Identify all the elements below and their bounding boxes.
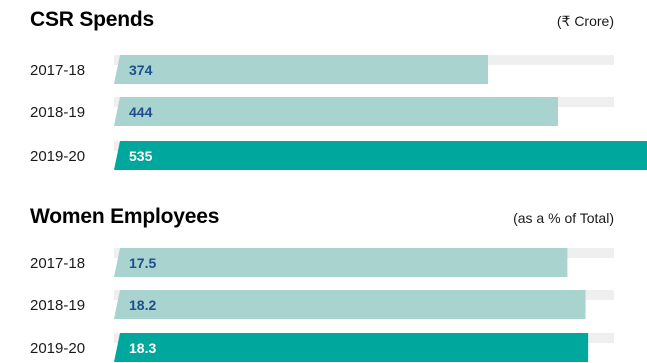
bar [114,333,589,362]
bar [114,97,558,126]
category-label: 2018-19 [30,104,85,121]
category-label: 2017-18 [30,255,85,272]
category-label: 2017-18 [30,62,85,79]
bar [114,290,586,319]
data-label: 18.2 [129,297,156,313]
chart-unit-label: (₹ Crore) [556,13,614,29]
chart-title: CSR Spends [30,8,155,31]
data-label: 444 [129,104,153,120]
data-label: 535 [129,148,153,164]
data-label: 18.3 [129,340,156,356]
data-label: 374 [129,62,153,78]
chart-title: Women Employees [30,205,220,228]
bar [114,55,488,84]
category-label: 2018-19 [30,297,85,314]
data-label: 17.5 [129,255,156,271]
bar [114,248,568,277]
category-label: 2019-20 [30,340,85,357]
category-label: 2019-20 [30,148,85,165]
chart-unit-label: (as a % of Total) [513,210,614,226]
bar [114,141,647,170]
